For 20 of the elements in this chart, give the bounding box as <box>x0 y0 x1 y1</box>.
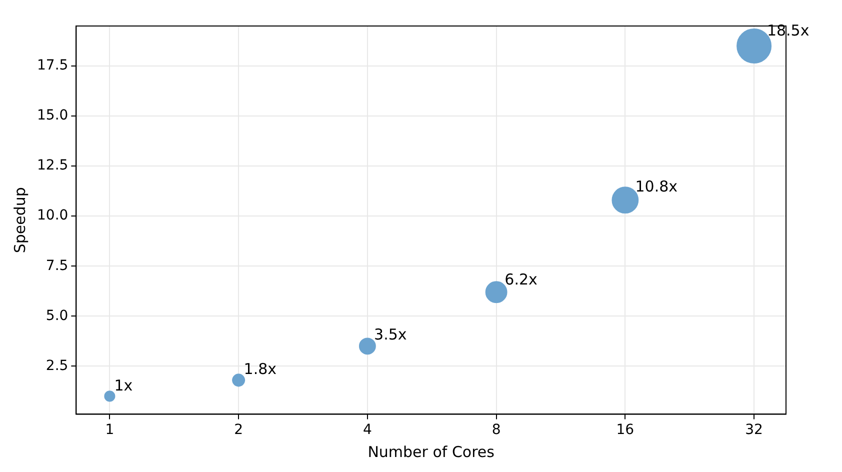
data-label: 1.8x <box>244 360 277 378</box>
y-tick-label: 10.0 <box>37 208 68 224</box>
x-tick-label: 4 <box>362 422 372 438</box>
data-label: 1x <box>114 376 133 395</box>
x-tick-label: 8 <box>492 422 501 438</box>
x-tick-label: 2 <box>234 422 244 438</box>
y-tick-label: 7.5 <box>46 258 68 274</box>
y-tick-label: 17.5 <box>37 58 68 74</box>
x-tick-label: 16 <box>616 422 634 438</box>
y-axis-title: Speedup <box>10 187 29 254</box>
data-label: 3.5x <box>374 325 407 344</box>
y-tick-label: 5.0 <box>46 308 68 324</box>
x-tick-label: 1 <box>105 422 114 438</box>
data-label: 6.2x <box>504 270 538 288</box>
y-tick-label: 15.0 <box>37 108 68 124</box>
x-axis-title: Number of Cores <box>368 442 495 461</box>
x-tick-label: 32 <box>745 422 763 438</box>
y-tick-label: 2.5 <box>46 358 68 374</box>
data-label: 10.8x <box>635 177 678 196</box>
y-tick-label: 12.5 <box>37 158 68 174</box>
